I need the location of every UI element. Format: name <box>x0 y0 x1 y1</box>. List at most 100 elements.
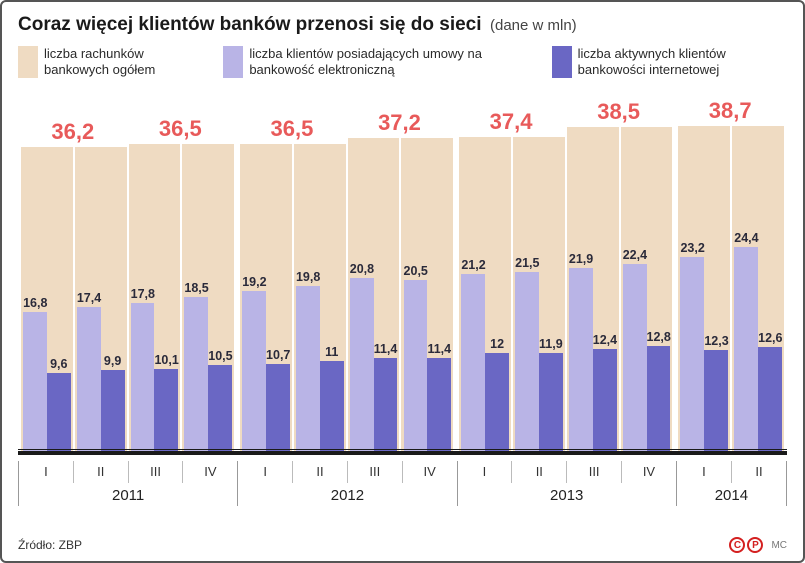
bar-active: 11,4 <box>374 358 398 455</box>
source-label: Źródło: ZBP <box>18 538 82 552</box>
axis-quarter-label: IV <box>183 461 237 483</box>
bar-active-value: 11,9 <box>539 337 563 351</box>
legend-label-ebank: liczba klientów posiadających umowy na b… <box>249 46 523 79</box>
bar-active-value: 11,4 <box>427 342 451 356</box>
axis-quarter-label: II <box>512 461 567 483</box>
year-group: 36,216,89,617,49,936,517,810,118,510,5 <box>18 85 237 455</box>
x-axis: IIIIIIIV2011IIIIIIIV2012IIIIIIIV2013III2… <box>18 461 787 506</box>
bar-ebank: 18,5 <box>184 297 208 454</box>
quarter-group: 21,511,9 <box>513 85 565 455</box>
bar-active: 12,3 <box>704 350 728 455</box>
bar-active: 12,8 <box>647 346 671 455</box>
bar-active: 11,4 <box>427 358 451 455</box>
bar-ebank: 19,2 <box>242 291 266 454</box>
quarter-group: 17,49,9 <box>75 85 127 455</box>
x-axis-baseline <box>18 451 787 455</box>
quarter-group: 37,421,212 <box>459 85 511 455</box>
quarter-group: 36,216,89,6 <box>21 85 73 455</box>
axis-quarter-label: IV <box>403 461 457 483</box>
footer: Źródło: ZBP C P MC <box>18 537 787 553</box>
axis-quarter-label: III <box>129 461 184 483</box>
quarter-group: 22,412,8 <box>621 85 673 455</box>
bar-ebank: 16,8 <box>23 312 47 455</box>
bar-active: 12,4 <box>593 349 617 454</box>
logo-c-icon: C <box>729 537 745 553</box>
legend-ebank: liczba klientów posiadających umowy na b… <box>223 46 523 79</box>
quarter-group: 18,510,5 <box>182 85 234 455</box>
bar-ebank: 21,5 <box>515 272 539 455</box>
axis-quarter-label: I <box>677 461 732 483</box>
bar-ebank-value: 21,2 <box>461 258 485 272</box>
bar-ebank: 23,2 <box>680 257 704 454</box>
bar-active-value: 10,7 <box>266 348 290 362</box>
axis-year-label: 2011 <box>19 483 237 506</box>
quarter-group: 20,511,4 <box>401 85 453 455</box>
bar-active: 10,1 <box>154 369 178 455</box>
bar-ebank-value: 20,5 <box>404 264 428 278</box>
axis-quarter-label: I <box>458 461 513 483</box>
quarter-group: 37,220,811,4 <box>348 85 400 455</box>
axis-year-label: 2012 <box>238 483 456 506</box>
bar-ebank: 21,2 <box>461 274 485 454</box>
bar-active-value: 10,5 <box>208 349 232 363</box>
bar-ebank-value: 16,8 <box>23 296 47 310</box>
axis-quarter-label: IV <box>622 461 676 483</box>
bar-active: 9,9 <box>101 370 125 454</box>
bar-active-value: 11,4 <box>374 342 398 356</box>
axis-quarter-label: II <box>293 461 348 483</box>
bar-ebank-value: 17,8 <box>131 287 155 301</box>
axis-quarter-label: III <box>567 461 622 483</box>
legend: liczba rachunków bankowych ogółem liczba… <box>18 46 787 79</box>
legend-label-active: liczba aktywnych klientów bankowości int… <box>578 46 787 79</box>
bar-ebank: 20,5 <box>404 280 428 454</box>
bar-active: 12,6 <box>758 347 782 454</box>
axis-quarter-label: II <box>732 461 786 483</box>
axis-year: IIIIIIIV2013 <box>457 461 676 506</box>
bar-active: 10,7 <box>266 364 290 455</box>
bar-active: 9,6 <box>47 373 71 455</box>
bar-active: 11,9 <box>539 353 563 454</box>
bar-active-value: 12 <box>485 337 509 351</box>
quarter-group: 36,517,810,1 <box>129 85 181 455</box>
axis-year-label: 2014 <box>677 483 786 506</box>
publisher-logo: C P MC <box>729 537 787 553</box>
bar-active-value: 12,4 <box>593 333 617 347</box>
bar-ebank-value: 17,4 <box>77 291 101 305</box>
quarter-group: 19,811 <box>294 85 346 455</box>
logo-p-icon: P <box>747 537 763 553</box>
author-initials: MC <box>771 540 787 551</box>
year-group: 37,421,21221,511,938,521,912,422,412,8 <box>456 85 675 455</box>
title-sub: (dane w mln) <box>490 17 577 34</box>
axis-quarter-label: II <box>74 461 129 483</box>
bar-active: 12 <box>485 353 509 455</box>
year-group: 36,519,210,719,81137,220,811,420,511,4 <box>237 85 456 455</box>
bar-active-value: 12,6 <box>758 331 782 345</box>
bars-container: 36,216,89,617,49,936,517,810,118,510,536… <box>18 85 787 455</box>
axis-quarter-label: III <box>348 461 403 483</box>
bar-ebank-value: 19,8 <box>296 270 320 284</box>
bar-ebank: 17,4 <box>77 307 101 455</box>
legend-label-total: liczba rachunków bankowych ogółem <box>44 46 195 79</box>
chart-title: Coraz więcej klientów banków przenosi si… <box>18 14 787 36</box>
bar-active-value: 9,6 <box>47 357 71 371</box>
quarter-group: 36,519,210,7 <box>240 85 292 455</box>
legend-swatch-total <box>18 46 38 78</box>
bar-ebank-value: 19,2 <box>242 275 266 289</box>
bar-ebank-value: 18,5 <box>184 281 208 295</box>
axis-year-label: 2013 <box>458 483 676 506</box>
bar-ebank: 19,8 <box>296 286 320 454</box>
bar-ebank-value: 21,5 <box>515 256 539 270</box>
bar-active-value: 12,8 <box>647 330 671 344</box>
bar-ebank-value: 24,4 <box>734 231 758 245</box>
bar-ebank-value: 23,2 <box>680 241 704 255</box>
bar-ebank: 24,4 <box>734 247 758 454</box>
title-main: Coraz więcej klientów banków przenosi si… <box>18 14 482 35</box>
axis-year: III2014 <box>676 461 787 506</box>
legend-total: liczba rachunków bankowych ogółem <box>18 46 195 79</box>
quarter-group: 24,412,6 <box>732 85 784 455</box>
bar-ebank-value: 21,9 <box>569 252 593 266</box>
bar-ebank: 21,9 <box>569 268 593 454</box>
bar-ebank: 22,4 <box>623 264 647 454</box>
bar-ebank-value: 22,4 <box>623 248 647 262</box>
bar-ebank-value: 20,8 <box>350 262 374 276</box>
